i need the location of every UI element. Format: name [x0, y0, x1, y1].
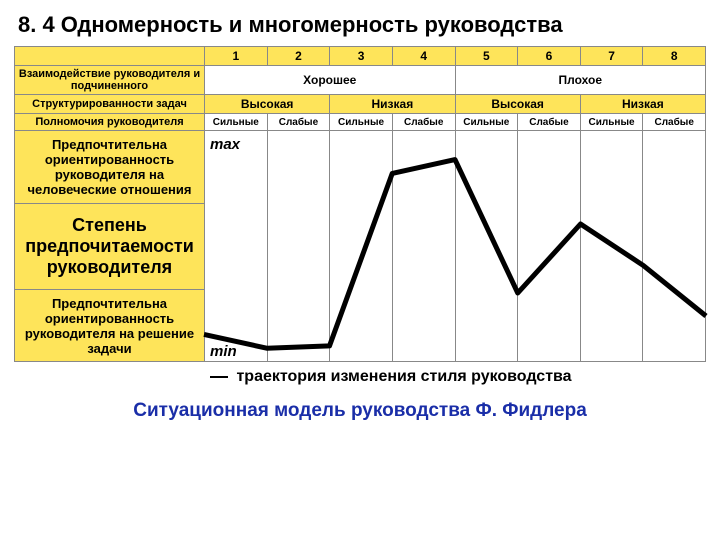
chart-block2: Степень предпочитаемости руководителя — [19, 215, 200, 278]
col-2: 2 — [267, 47, 330, 66]
row3-v4: Сильные — [455, 114, 518, 131]
row3-v1: Слабые — [267, 114, 330, 131]
col-3: 3 — [330, 47, 393, 66]
chart-cell-7 — [643, 131, 706, 362]
chart-cell-0 — [205, 131, 268, 362]
chart-cell-6 — [580, 131, 643, 362]
row3-v0: Сильные — [205, 114, 268, 131]
row3-v3: Слабые — [392, 114, 455, 131]
chart-cell-4 — [455, 131, 518, 362]
col-6: 6 — [518, 47, 581, 66]
row3-v5: Слабые — [518, 114, 581, 131]
row2-v2: Низкая — [330, 95, 455, 114]
slide-title: 8. 4 Одномерность и многомерность руково… — [0, 0, 720, 46]
row3-v7: Слабые — [643, 114, 706, 131]
row2-v1: Высокая — [205, 95, 330, 114]
row1-head: Взаимодействие руководителя и подчиненно… — [15, 66, 205, 95]
chart-head: Предпочтительна ориентированность руково… — [15, 131, 205, 362]
col-4: 4 — [392, 47, 455, 66]
chart-cell-2 — [330, 131, 393, 362]
row3-v6: Сильные — [580, 114, 643, 131]
row3-v2: Сильные — [330, 114, 393, 131]
chart-cell-1 — [267, 131, 330, 362]
row1-v2: Плохое — [455, 66, 706, 95]
chart-cell-5 — [518, 131, 581, 362]
row2-v3: Высокая — [455, 95, 580, 114]
caption-text: траектория изменения стиля руководства — [236, 368, 571, 385]
col-5: 5 — [455, 47, 518, 66]
footer-text: Ситуационная модель руководства Ф. Фидле… — [0, 400, 720, 422]
col-7: 7 — [580, 47, 643, 66]
main-table: 12345678 Взаимодействие руководителя и п… — [14, 46, 706, 362]
caption-row: траектория изменения стиля руководства — [210, 368, 720, 386]
col-1: 1 — [205, 47, 268, 66]
hdr-empty — [15, 47, 205, 66]
legend-dash — [210, 376, 228, 378]
chart-block1: Предпочтительна ориентированность руково… — [19, 137, 200, 197]
chart-cell-3 — [392, 131, 455, 362]
row3-head: Полномочия руководителя — [15, 114, 205, 131]
row2-v4: Низкая — [580, 95, 705, 114]
col-8: 8 — [643, 47, 706, 66]
row1-v1: Хорошее — [205, 66, 456, 95]
chart-block3: Предпочтительна ориентированность руково… — [19, 296, 200, 356]
row2-head: Структурированности задач — [15, 95, 205, 114]
